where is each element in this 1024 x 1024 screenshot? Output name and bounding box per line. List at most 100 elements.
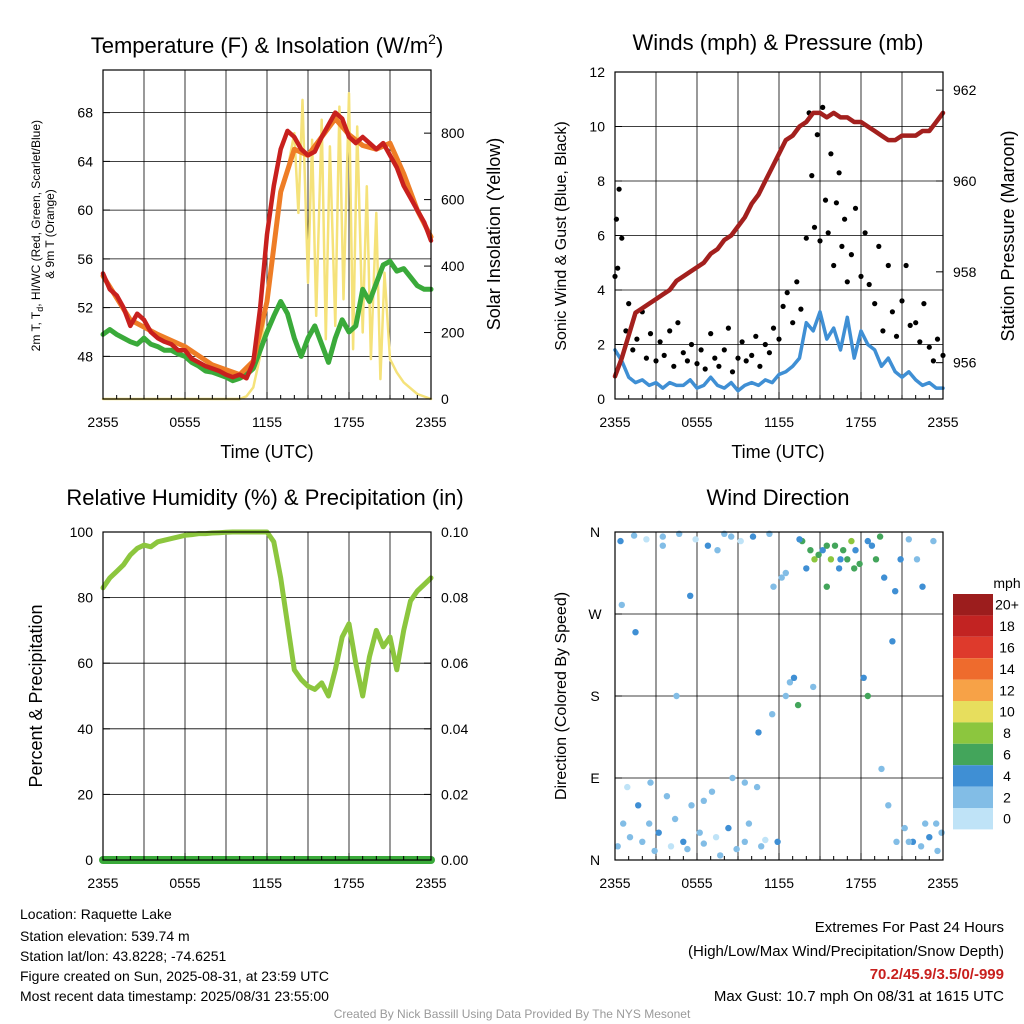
y-tick-label: 60 <box>77 202 93 218</box>
y2-tick-label: 958 <box>953 264 977 280</box>
wind-direction-point <box>851 565 858 572</box>
wind-direction-point <box>733 845 740 853</box>
wind-direction-point <box>680 838 687 845</box>
wind-direction-point <box>919 583 926 590</box>
gust-point <box>798 306 804 312</box>
wind-direction-point <box>673 692 680 700</box>
wind-direction-point <box>729 774 736 782</box>
gust-point <box>828 151 834 157</box>
extremes-description: (High/Low/Max Wind/Precipitation/Snow De… <box>688 943 1004 960</box>
gust-point <box>844 279 850 285</box>
legend-swatch <box>953 658 993 680</box>
gust-point <box>836 170 842 176</box>
legend-swatch <box>953 743 993 766</box>
y-tick-label: 6 <box>597 228 605 244</box>
gust-point <box>712 355 718 361</box>
gust-point <box>671 363 677 369</box>
panel-title-winds: Winds (mph) & Pressure (mb) <box>633 30 924 55</box>
wind-direction-point <box>774 838 781 845</box>
gust-point <box>721 347 727 353</box>
legend-swatch <box>953 615 993 637</box>
wind-direction-point <box>617 537 624 545</box>
gust-point <box>762 341 768 348</box>
wind-direction-point <box>897 556 904 563</box>
x-tick-label: 0555 <box>169 875 200 891</box>
station-elevation: Station elevation: 539.74 m <box>20 928 190 944</box>
gust-point <box>880 328 886 334</box>
sonic-wind-line <box>613 310 945 393</box>
gust-point <box>698 347 704 353</box>
x-tick-label: 1155 <box>764 414 794 430</box>
x-tick-label: 2355 <box>87 414 118 430</box>
gust-point <box>866 281 872 288</box>
recent-data-timestamp: Most recent data timestamp: 2025/08/31 2… <box>20 988 329 1004</box>
legend-swatch <box>953 701 993 723</box>
y-tick-label: 48 <box>77 348 93 364</box>
direction-tick-label: N <box>590 852 600 868</box>
gust-point <box>822 197 829 203</box>
gust-point <box>809 173 815 179</box>
wind-direction-point <box>819 547 826 554</box>
x-tick-label: 1755 <box>845 414 876 430</box>
legend-swatch <box>953 636 993 659</box>
wind-direction-point <box>856 560 863 568</box>
y-tick-label: 10 <box>589 119 605 135</box>
wind-direction-point <box>917 843 925 850</box>
wind-direction-point <box>872 556 880 563</box>
y2-tick-label: 400 <box>441 258 465 274</box>
wind-direction-point <box>687 592 694 599</box>
speed-legend-title: mph <box>993 575 1020 591</box>
y-tick-label: 20 <box>77 786 93 802</box>
wind-direction-point <box>696 829 703 836</box>
gust-point <box>926 344 932 350</box>
wind-direction-point <box>892 588 899 595</box>
wind-direction-point <box>782 569 789 577</box>
y-tick-label: 56 <box>77 251 93 267</box>
gust-point <box>885 262 891 269</box>
gust-point <box>825 230 831 236</box>
wind-direction-point <box>930 537 937 545</box>
wind-direction-point <box>714 547 721 554</box>
gust-point <box>739 339 745 345</box>
y2-tick-label: 0.06 <box>441 655 468 671</box>
wind-direction-point <box>659 542 666 549</box>
legend-label: 20+ <box>995 597 1019 613</box>
x-tick-label: 2355 <box>927 875 958 891</box>
direction-grid <box>615 532 943 860</box>
gust-point <box>634 336 640 342</box>
legend-label: 18 <box>999 618 1015 634</box>
wind-direction-point <box>725 824 732 832</box>
wind-direction-point <box>700 797 707 804</box>
wind-direction-point <box>831 542 839 549</box>
wind-direction-point <box>708 788 716 795</box>
wind-direction-point <box>737 537 744 545</box>
wind-direction-point <box>811 556 818 563</box>
wind-direction-point <box>905 838 912 845</box>
winds-x-axis-label: Time (UTC) <box>731 442 824 462</box>
wind-direction-point <box>938 829 945 836</box>
gust-point <box>917 339 923 345</box>
temperature-x-axis-label: Time (UTC) <box>220 442 313 462</box>
gust-point <box>749 352 755 358</box>
y-tick-label: 68 <box>77 105 93 121</box>
gust-point <box>903 262 909 269</box>
y2-tick-label: 800 <box>441 125 465 141</box>
wind-direction-point <box>614 843 621 850</box>
wind-direction-point <box>864 537 871 545</box>
wind-direction-point <box>885 802 892 809</box>
credit-line: Created By Nick Bassill Using Data Provi… <box>333 1007 691 1021</box>
gust-point <box>839 243 845 249</box>
wind-direction-point <box>626 834 634 841</box>
x-tick-label: 2355 <box>927 414 958 430</box>
wind-direction-point <box>712 834 720 841</box>
gust-point <box>735 355 741 361</box>
wind-direction-point <box>688 802 695 809</box>
x-tick-label: 1155 <box>764 875 794 891</box>
wind-direction-point <box>749 533 757 540</box>
gust-point <box>899 298 905 304</box>
extremes-values: 70.2/45.9/3.5/0/-999 <box>869 966 1004 983</box>
x-tick-label: 2355 <box>599 875 630 891</box>
gust-point <box>688 341 695 348</box>
gust-point <box>858 273 864 279</box>
